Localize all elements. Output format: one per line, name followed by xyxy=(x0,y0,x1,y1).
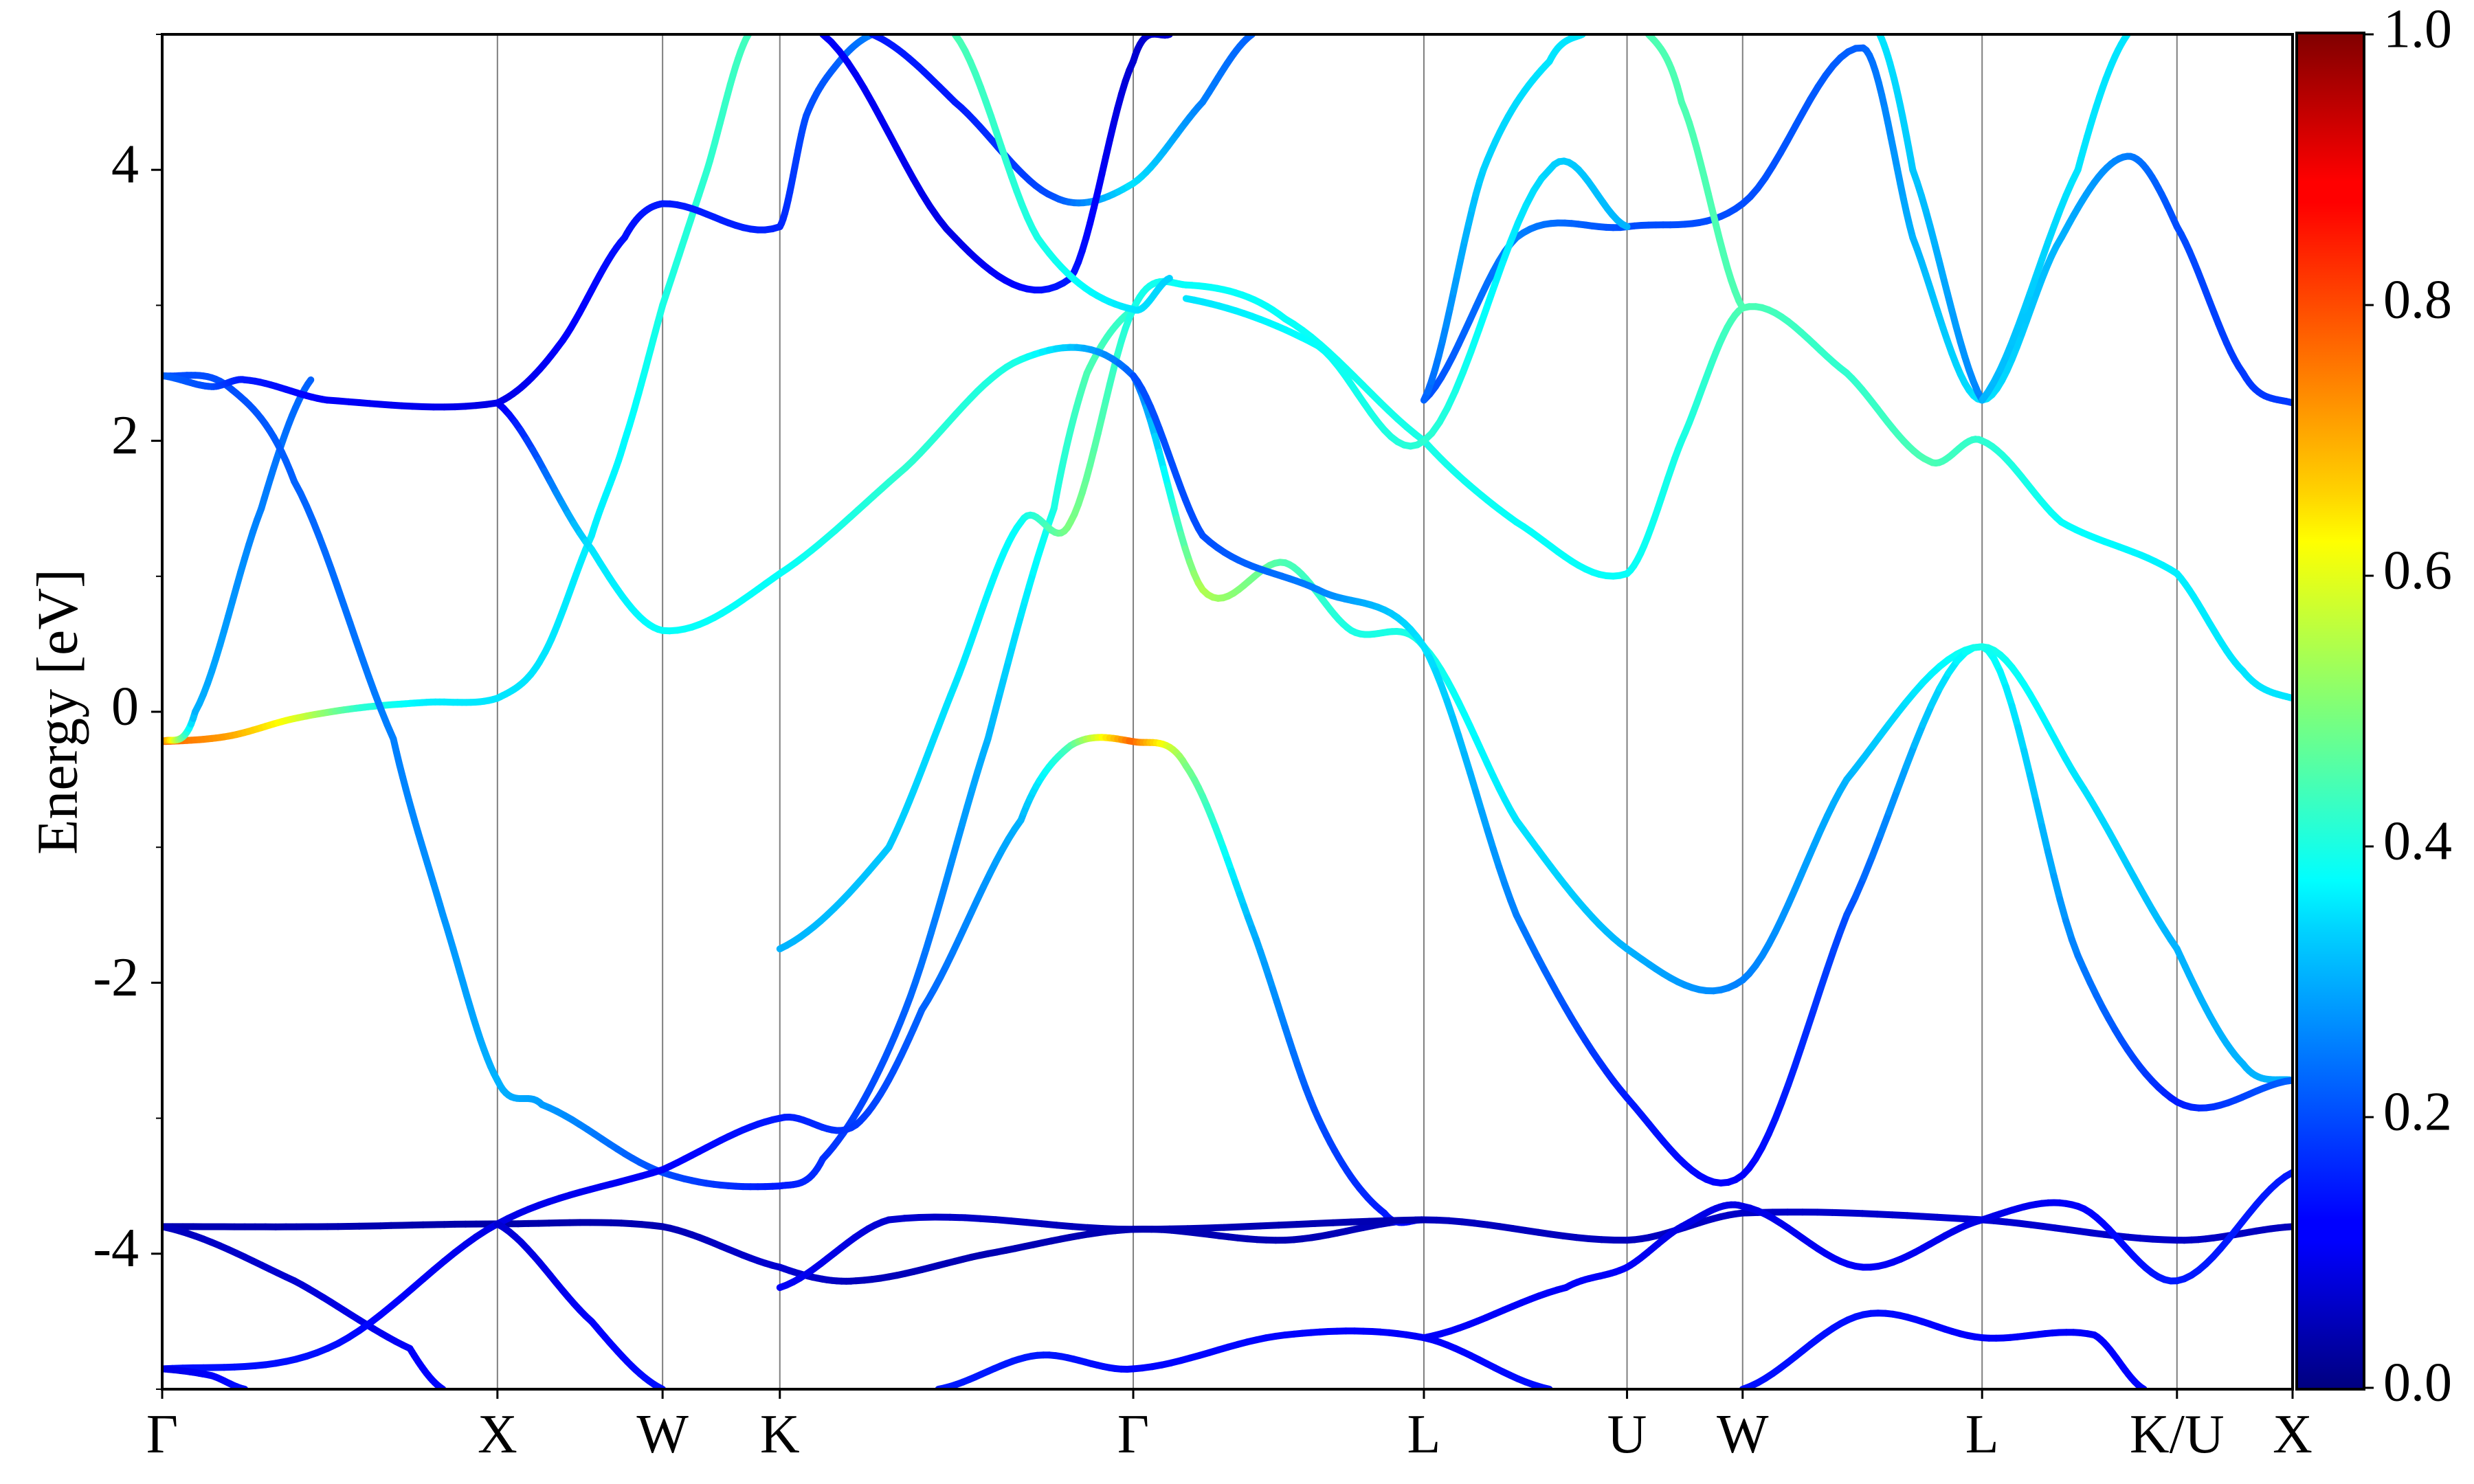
y-tick-label: 4 xyxy=(111,135,139,195)
plot-area xyxy=(161,33,2294,1391)
colorbar-tick-label: 0.6 xyxy=(2383,540,2452,600)
band-line xyxy=(493,1220,667,1389)
x-tick-label: Γ xyxy=(1117,1404,1149,1465)
band-segment xyxy=(2008,702,2022,731)
x-tick-label: K xyxy=(760,1404,800,1465)
band-segment xyxy=(2044,848,2058,880)
y-tick-label: -4 xyxy=(93,1218,139,1279)
band-segment xyxy=(1877,809,1893,839)
band-segment xyxy=(2020,747,2033,779)
band-segment xyxy=(1163,275,1173,283)
band-line xyxy=(162,376,315,745)
band-line xyxy=(935,1327,1553,1389)
band-segment xyxy=(2032,797,2046,830)
band-segment xyxy=(1402,1216,1427,1224)
band-segment xyxy=(1483,282,1498,311)
x-tick-label: X xyxy=(2273,1404,2313,1465)
colorbar-ticks: 1.0 0.8 0.6 0.4 0.2 0.0 xyxy=(2364,0,2452,1413)
band-segment xyxy=(1902,741,1918,771)
band-lines xyxy=(162,34,2293,1389)
x-tick-label: L xyxy=(1407,1404,1441,1465)
band-segment xyxy=(304,376,315,388)
y-axis-label: Energy [eV] xyxy=(25,569,89,855)
plot-background xyxy=(162,34,2293,1389)
colorbar-tick-label: 0.8 xyxy=(2383,269,2452,330)
band-segment xyxy=(1506,219,1522,247)
band-segment xyxy=(2014,723,2028,754)
band-segment xyxy=(1910,721,1926,749)
band-line xyxy=(776,1213,1427,1292)
band-line xyxy=(162,1223,447,1389)
band-segment xyxy=(2026,772,2040,805)
band-segment xyxy=(1810,985,1825,1012)
band-segment xyxy=(2050,873,2064,903)
band-segment xyxy=(1919,701,1935,728)
band-segment xyxy=(1797,1024,1812,1051)
colorbar-tick-label: 0.4 xyxy=(2383,811,2452,871)
y-tick-label: 0 xyxy=(111,676,139,737)
band-line xyxy=(1420,1169,2293,1342)
x-tick-label: W xyxy=(636,1404,689,1465)
band-segment xyxy=(1804,1004,1818,1032)
x-tick-label: L xyxy=(1965,1404,1999,1465)
y-axis: 4 2 0 -2 -4 xyxy=(93,34,162,1390)
x-tick-label: U xyxy=(1607,1404,1647,1465)
band-line xyxy=(1979,34,2131,404)
band-segment xyxy=(1460,348,1475,376)
x-axis: Γ X W K Γ L U W L K/U X xyxy=(146,1389,2313,1465)
band-segment xyxy=(1182,295,1198,304)
band-segment xyxy=(1499,239,1514,267)
x-tick-label: Γ xyxy=(146,1404,178,1465)
band-line xyxy=(1130,372,2293,1187)
band-segment xyxy=(1860,853,1876,881)
band-segment xyxy=(2038,822,2051,855)
x-tick-label: K/U xyxy=(2130,1404,2225,1465)
band-segment xyxy=(1467,326,1482,355)
colorbar-gradient xyxy=(2295,32,2365,1391)
band-line xyxy=(1876,34,1986,404)
y-tick-label: 2 xyxy=(111,405,139,466)
band-segment xyxy=(1894,763,1910,794)
band-line xyxy=(1420,34,1586,404)
band-line xyxy=(1420,44,2293,407)
x-tick-label: W xyxy=(1717,1404,1769,1465)
band-line xyxy=(951,34,1173,314)
band-segment xyxy=(1885,786,1902,816)
band-segment xyxy=(1491,260,1506,289)
colorbar-tick-label: 0.0 xyxy=(2383,1352,2452,1413)
high-symmetry-lines xyxy=(496,34,2178,1389)
band-segment xyxy=(2056,896,2070,925)
band-line xyxy=(1182,157,1631,450)
colorbar-tick-label: 1.0 xyxy=(2383,0,2452,59)
x-tick-label: X xyxy=(478,1404,517,1465)
band-segment xyxy=(1869,831,1884,861)
band-segment xyxy=(1851,874,1867,901)
colorbar-tick-label: 0.2 xyxy=(2383,1081,2452,1142)
band-segment xyxy=(1475,304,1491,334)
colorbar: 1.0 0.8 0.6 0.4 0.2 0.0 xyxy=(2295,0,2452,1413)
y-tick-label: -2 xyxy=(93,947,139,1008)
band-line xyxy=(1645,34,1746,312)
band-line xyxy=(493,344,2293,1084)
